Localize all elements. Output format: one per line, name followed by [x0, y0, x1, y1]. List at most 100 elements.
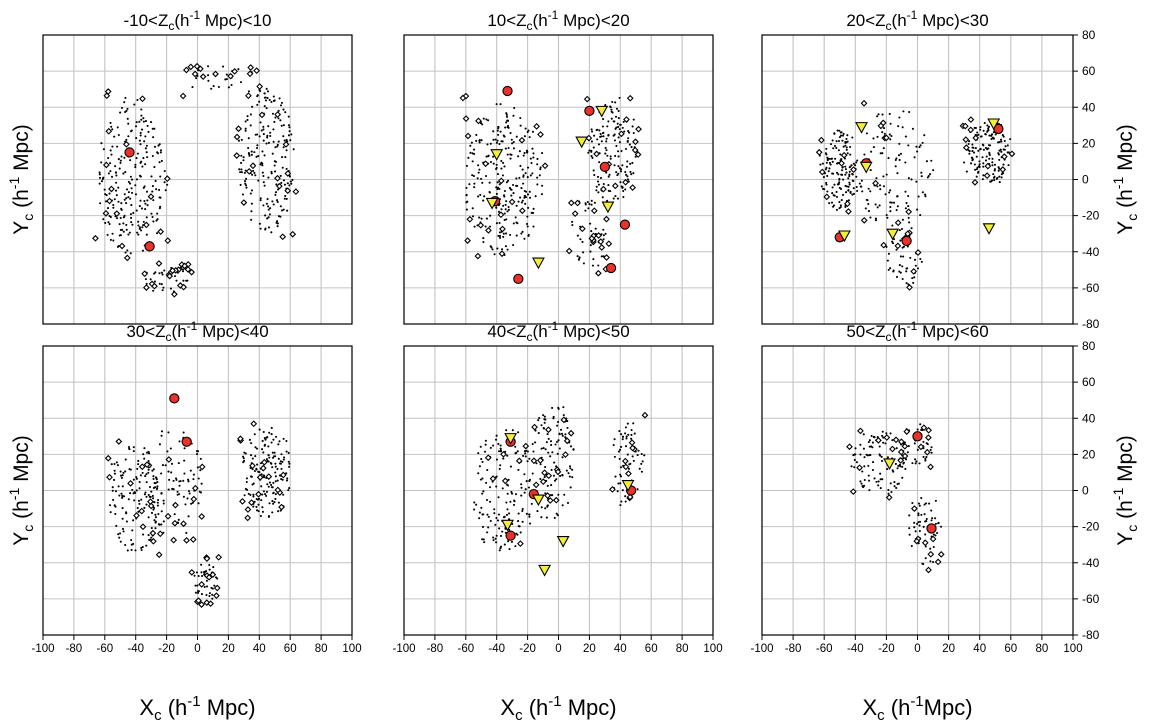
group-diamond	[999, 166, 1007, 173]
galaxy-dot	[146, 124, 149, 128]
galaxy-dot	[867, 479, 871, 482]
group-diamond	[875, 436, 882, 444]
galaxy-dot	[469, 144, 472, 147]
galaxy-dot	[846, 152, 849, 155]
galaxy-dot	[564, 436, 567, 439]
x-tick-label: 60	[645, 643, 658, 655]
galaxy-dot	[130, 216, 133, 219]
galaxy-dot	[200, 574, 204, 578]
galaxy-dot	[891, 242, 895, 245]
galaxy-dot	[496, 247, 499, 250]
galaxy-dot	[869, 216, 872, 219]
galaxy-dot	[507, 512, 511, 515]
panel-title: 20<Zc(h-1 Mpc)<30	[846, 8, 988, 33]
galaxy-dot	[901, 277, 904, 281]
galaxy-dot	[907, 144, 910, 147]
galaxy-dot	[154, 521, 157, 524]
group-diamond	[571, 210, 579, 217]
galaxy-dot	[103, 188, 106, 191]
galaxy-dot	[859, 480, 862, 483]
galaxy-dot	[280, 478, 283, 481]
galaxy-dot	[521, 168, 524, 171]
galaxy-dot	[618, 96, 621, 99]
galaxy-dot	[600, 135, 603, 138]
galaxy-dot	[528, 513, 531, 516]
galaxy-dot	[98, 176, 102, 179]
galaxy-dot	[932, 533, 935, 536]
galaxy-dot	[507, 478, 510, 481]
galaxy-dot	[523, 450, 527, 453]
galaxy-dot	[496, 188, 499, 191]
group-diamond	[462, 115, 470, 123]
galaxy-dot	[845, 171, 848, 174]
galaxy-dot	[286, 182, 289, 185]
galaxy-dot	[156, 151, 159, 154]
galaxy-dot	[282, 208, 285, 211]
galaxy-dot	[498, 231, 502, 234]
red-circle-marker	[584, 105, 595, 117]
galaxy-dot	[913, 521, 916, 524]
galaxy-dot	[601, 196, 604, 199]
galaxy-dot	[930, 159, 933, 162]
galaxy-dot	[156, 485, 159, 488]
galaxy-dot	[121, 527, 125, 530]
galaxy-dot	[542, 414, 545, 417]
galaxy-dot	[925, 455, 928, 458]
galaxy-dot	[111, 486, 114, 489]
galaxy-dot	[288, 130, 291, 133]
galaxy-dot	[624, 432, 627, 435]
galaxy-dot	[289, 180, 292, 183]
galaxy-dot	[275, 435, 278, 438]
yellow-triangle-marker	[538, 564, 552, 577]
galaxy-dot	[241, 193, 245, 196]
galaxy-dot	[490, 246, 493, 249]
galaxy-dot	[904, 207, 907, 210]
galaxy-dot	[621, 438, 624, 441]
galaxy-dot	[495, 141, 498, 144]
galaxy-dot	[271, 152, 274, 155]
galaxy-dot	[515, 221, 518, 224]
galaxy-dot	[887, 488, 890, 492]
galaxy-dot	[159, 149, 163, 152]
galaxy-dot	[630, 433, 633, 436]
group-diamond	[198, 463, 206, 471]
galaxy-dot	[904, 135, 907, 138]
galaxy-dot	[285, 167, 288, 170]
galaxy-dot	[186, 279, 189, 282]
galaxy-dot	[860, 482, 863, 485]
galaxy-dot	[503, 543, 506, 546]
grid-1	[42, 34, 353, 325]
galaxy-dot	[124, 458, 127, 461]
galaxy-dot	[879, 472, 882, 475]
group-diamond	[560, 416, 568, 424]
group-diamond	[245, 167, 253, 175]
galaxy-dot	[856, 189, 859, 192]
group-diamond	[635, 125, 642, 133]
galaxy-dot	[617, 125, 620, 128]
yellow-triangle-marker	[982, 223, 996, 235]
group-diamond	[872, 179, 879, 187]
galaxy-dot	[917, 195, 920, 198]
galaxy-dot	[149, 278, 152, 281]
yellow-triangle-marker	[595, 105, 609, 118]
galaxy-dot	[157, 513, 160, 516]
group-diamond	[274, 174, 281, 182]
galaxy-dot	[622, 195, 625, 199]
galaxy-dot	[167, 470, 170, 473]
galaxy-dot	[262, 174, 265, 178]
red-circle-marker	[605, 262, 617, 274]
galaxy-dot	[216, 577, 219, 580]
galaxy-dot	[141, 128, 144, 131]
galaxy-dot	[197, 502, 200, 505]
group-diamond	[464, 132, 472, 140]
galaxy-dot	[148, 495, 151, 498]
galaxy-dot	[489, 142, 492, 145]
galaxy-dot	[640, 470, 643, 473]
galaxy-dot	[915, 180, 918, 183]
group-diamond	[139, 95, 146, 103]
galaxy-dot	[133, 103, 136, 106]
galaxy-dot	[521, 509, 524, 513]
galaxy-dot	[925, 160, 929, 163]
x-tick-label: -60	[457, 643, 474, 655]
galaxy-dot	[518, 525, 521, 528]
